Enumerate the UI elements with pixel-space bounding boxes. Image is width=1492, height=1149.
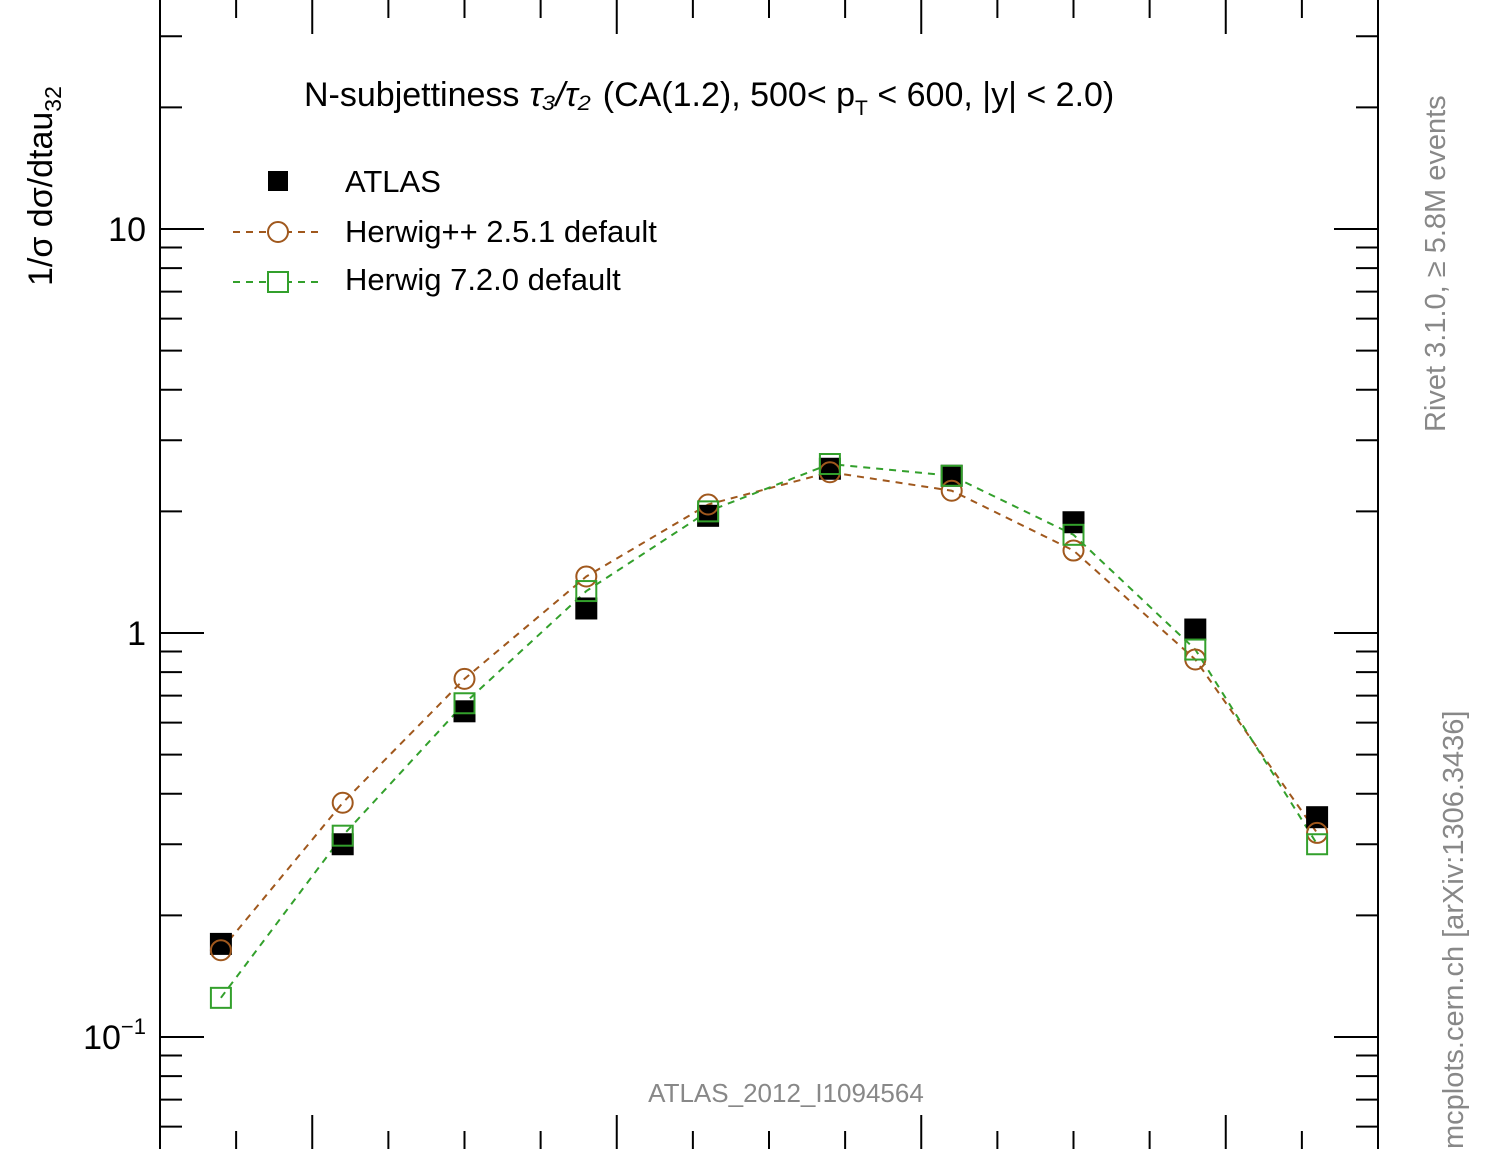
data-point-atlas xyxy=(209,932,232,955)
data-point-herwig7 xyxy=(453,692,476,715)
chart-title-selection-sub: T xyxy=(855,97,868,120)
data-point-herwigpp xyxy=(575,565,598,588)
data-point-atlas xyxy=(1184,618,1207,641)
data-point-herwigpp xyxy=(1062,539,1085,562)
data-point-herwig7 xyxy=(1184,638,1207,661)
y-tick-label: 10−1 xyxy=(83,1014,146,1057)
data-point-herwigpp xyxy=(940,479,963,502)
legend-marker-herwigpp xyxy=(267,221,289,243)
data-point-herwig7 xyxy=(940,464,963,487)
data-point-herwig7 xyxy=(209,986,232,1009)
series-lines xyxy=(220,462,1318,999)
data-point-herwig7 xyxy=(818,453,841,476)
legend: ATLAS Herwig++ 2.5.1 default Herwig 7.2.… xyxy=(233,164,657,297)
data-point-atlas xyxy=(697,504,720,527)
data-point-herwigpp xyxy=(453,667,476,690)
data-point-herwig7 xyxy=(697,500,720,523)
legend-label-atlas: ATLAS xyxy=(345,164,441,199)
y-tick-label: 10 xyxy=(108,211,146,249)
y-tick-labels: 10 1 10−1 xyxy=(83,211,146,1057)
data-point-atlas xyxy=(1062,511,1085,534)
data-point-herwigpp xyxy=(1306,821,1329,844)
data-point-herwig7 xyxy=(1306,833,1329,856)
axis-ticks xyxy=(159,0,1379,1149)
data-point-atlas xyxy=(1306,806,1329,829)
legend-marker-herwig7 xyxy=(267,271,289,293)
series-markers xyxy=(209,453,1329,1009)
data-point-herwigpp xyxy=(331,791,354,814)
data-point-herwig7 xyxy=(575,580,598,603)
side-label-bottom: mcplots.cern.ch [arXiv:1306.3436] xyxy=(1438,711,1470,1149)
legend-label-herwig7: Herwig 7.2.0 default xyxy=(345,262,621,297)
chart-title-selection-end: < 600, |y| < 2.0) xyxy=(868,76,1114,114)
analysis-label: ATLAS_2012_I1094564 xyxy=(648,1078,924,1108)
data-point-herwig7 xyxy=(331,824,354,847)
data-point-herwig7 xyxy=(1062,523,1085,546)
series-line-1 xyxy=(220,471,1318,951)
data-point-herwigpp xyxy=(209,939,232,962)
data-point-atlas xyxy=(818,457,841,480)
chart-title-ratio: τ₃/τ₂ xyxy=(529,76,590,114)
chart-title: N-subjettiness τ₃/τ₂ (CA(1.2), 500< pT < 6… xyxy=(304,76,1114,120)
chart-title-text: N-subjettiness xyxy=(304,76,519,114)
data-point-atlas xyxy=(575,597,598,620)
series-line-2 xyxy=(220,462,1318,999)
legend-label-herwigpp: Herwig++ 2.5.1 default xyxy=(345,214,657,249)
chart-title-selection: (CA(1.2), 500< p xyxy=(603,76,855,114)
side-label-top: Rivet 3.1.0, ≥ 5.8M events xyxy=(1420,95,1452,432)
data-point-atlas xyxy=(331,833,354,856)
y-axis-label-sub: 32 xyxy=(40,86,66,112)
y-axis-label: 1/σ dσ/dtau32 xyxy=(22,86,66,286)
plot-frame xyxy=(159,0,1379,1149)
y-axis-label-main: 1/σ dσ/dtau xyxy=(22,112,60,286)
legend-marker-atlas xyxy=(268,171,288,191)
data-point-atlas xyxy=(453,700,476,723)
y-tick-label: 1 xyxy=(127,615,146,653)
